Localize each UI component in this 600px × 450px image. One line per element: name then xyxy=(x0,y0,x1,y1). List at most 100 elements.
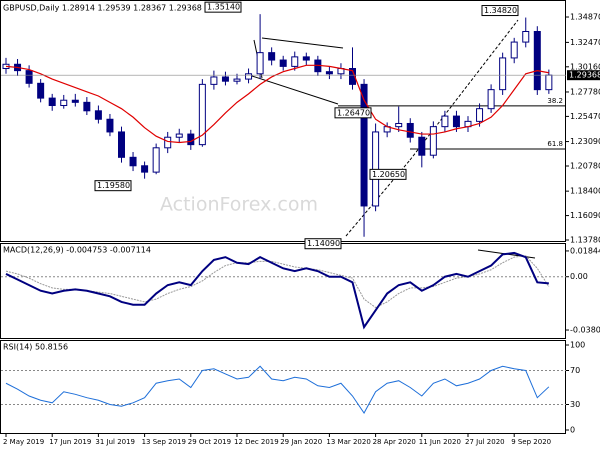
y-tick-label: 1.32470 xyxy=(570,38,600,47)
y-tick-label: 1.18400 xyxy=(570,187,600,196)
annotation-label: 1.19580 xyxy=(97,181,130,190)
annotation-box xyxy=(334,107,372,119)
y-tick-label: -0.038095 xyxy=(570,326,600,335)
y-tick-label: 30 xyxy=(570,400,580,409)
moving-average xyxy=(5,64,549,144)
x-tick-label: 27 Jul 2020 xyxy=(465,438,505,446)
annotation-label: 1.35140 xyxy=(207,3,240,12)
y-tick-label: 0.018442 xyxy=(570,246,600,255)
x-tick-label: 29 Jan 2020 xyxy=(280,438,322,446)
candle-body xyxy=(406,122,414,138)
candle-body xyxy=(37,82,45,99)
candle-body xyxy=(325,71,333,75)
rsi-panel xyxy=(0,340,566,434)
candle-body xyxy=(221,76,229,82)
x-tick-label: 11 Jun 2020 xyxy=(419,438,461,446)
candle-body xyxy=(522,30,530,43)
candle-body xyxy=(141,165,149,173)
candle-body xyxy=(510,41,518,59)
candle-body xyxy=(210,76,218,85)
candle-body xyxy=(452,115,460,128)
candle-body xyxy=(360,83,368,207)
annotation-box xyxy=(94,180,132,192)
candle-body xyxy=(441,115,449,128)
candle-body xyxy=(83,101,91,112)
candle-body xyxy=(302,56,310,61)
candle-body xyxy=(94,110,102,120)
y-tick-label: 0 xyxy=(570,426,575,435)
trend-line xyxy=(409,19,519,161)
y-tick-label: 1.16090 xyxy=(570,211,600,220)
x-tick-label: 17 Jun 2019 xyxy=(49,438,91,446)
candle-body xyxy=(533,30,541,91)
annotation-label: 1.14090 xyxy=(307,239,340,248)
candle-body xyxy=(233,78,241,82)
macd-signal xyxy=(5,255,550,309)
y-tick-label: 100 xyxy=(570,341,585,350)
x-tick-label: 31 Jul 2019 xyxy=(95,438,135,446)
candle-body xyxy=(152,147,160,173)
candle-body xyxy=(545,74,553,91)
annotation-box xyxy=(204,1,242,13)
x-tick-label: 29 Oct 2019 xyxy=(188,438,231,446)
wedge-line xyxy=(261,37,344,49)
candle-body xyxy=(291,56,299,67)
main-panel xyxy=(0,0,566,242)
x-tick-label: 2 May 2019 xyxy=(3,438,44,446)
x-tick-label: 28 Apr 2020 xyxy=(373,438,416,446)
last-price-label: 1.29368 xyxy=(569,71,600,80)
chart-title: GBPUSD,Daily 1.28914 1.29539 1.28367 1.2… xyxy=(3,4,202,13)
candle-body xyxy=(198,83,206,146)
rsi-title: RSI(14) 50.8156 xyxy=(3,343,68,352)
candle-body xyxy=(349,68,356,85)
wedge-line xyxy=(251,75,339,105)
candle-body xyxy=(429,126,437,156)
x-tick-label: 13 Mar 2020 xyxy=(326,438,370,446)
y-tick-label: 1.27780 xyxy=(570,87,600,96)
annotation-box xyxy=(369,168,407,180)
fib-label: 38.2 xyxy=(547,97,563,105)
candle-body xyxy=(487,89,495,110)
candle-body xyxy=(418,136,426,156)
macd-title: MACD(12,26,9) -0.004753 -0.007114 xyxy=(3,246,151,255)
y-tick-label: 1.20780 xyxy=(570,161,600,170)
x-tick-label: 13 Sep 2019 xyxy=(142,438,186,446)
fib-label: 61.8 xyxy=(547,140,563,148)
annotation-box xyxy=(304,238,342,250)
y-tick-label: 1.30160 xyxy=(570,62,600,71)
y-tick-label: 1.34870 xyxy=(570,13,600,22)
candle-body xyxy=(175,133,183,138)
annotation-label: 1.34820 xyxy=(484,6,517,15)
candle-body xyxy=(499,57,507,91)
candle-body xyxy=(268,52,276,61)
candle-body xyxy=(106,118,114,133)
candle-body xyxy=(256,52,264,75)
candle-body xyxy=(245,73,253,80)
y-tick-label: 0.00 xyxy=(570,272,588,281)
candle-body xyxy=(187,133,195,146)
candle-body xyxy=(476,108,484,122)
candle-body xyxy=(60,99,68,107)
x-tick-label: 9 Sep 2020 xyxy=(511,438,551,446)
y-tick-label: 1.25470 xyxy=(570,112,600,121)
candle-body xyxy=(279,59,287,67)
y-tick-label: 1.23090 xyxy=(570,137,600,146)
candle-body xyxy=(25,70,33,84)
candle-body xyxy=(164,136,172,149)
watermark: ActionForex.com xyxy=(160,194,318,216)
y-tick-label: 70 xyxy=(570,366,580,375)
last-price-box xyxy=(567,70,600,81)
candle-body xyxy=(71,99,79,103)
annotation-label: 1.26470 xyxy=(337,108,370,117)
candle-body xyxy=(129,156,137,167)
annotation-box xyxy=(481,5,519,17)
macd-panel xyxy=(0,243,566,339)
x-tick-label: 12 Dec 2019 xyxy=(234,438,279,446)
y-tick-label: 1.13780 xyxy=(570,236,600,245)
candle-body xyxy=(395,122,403,128)
candle-body xyxy=(48,97,56,107)
rsi-line xyxy=(5,365,550,414)
annotation-label: 1.20650 xyxy=(372,170,405,179)
macd-line xyxy=(5,251,549,330)
